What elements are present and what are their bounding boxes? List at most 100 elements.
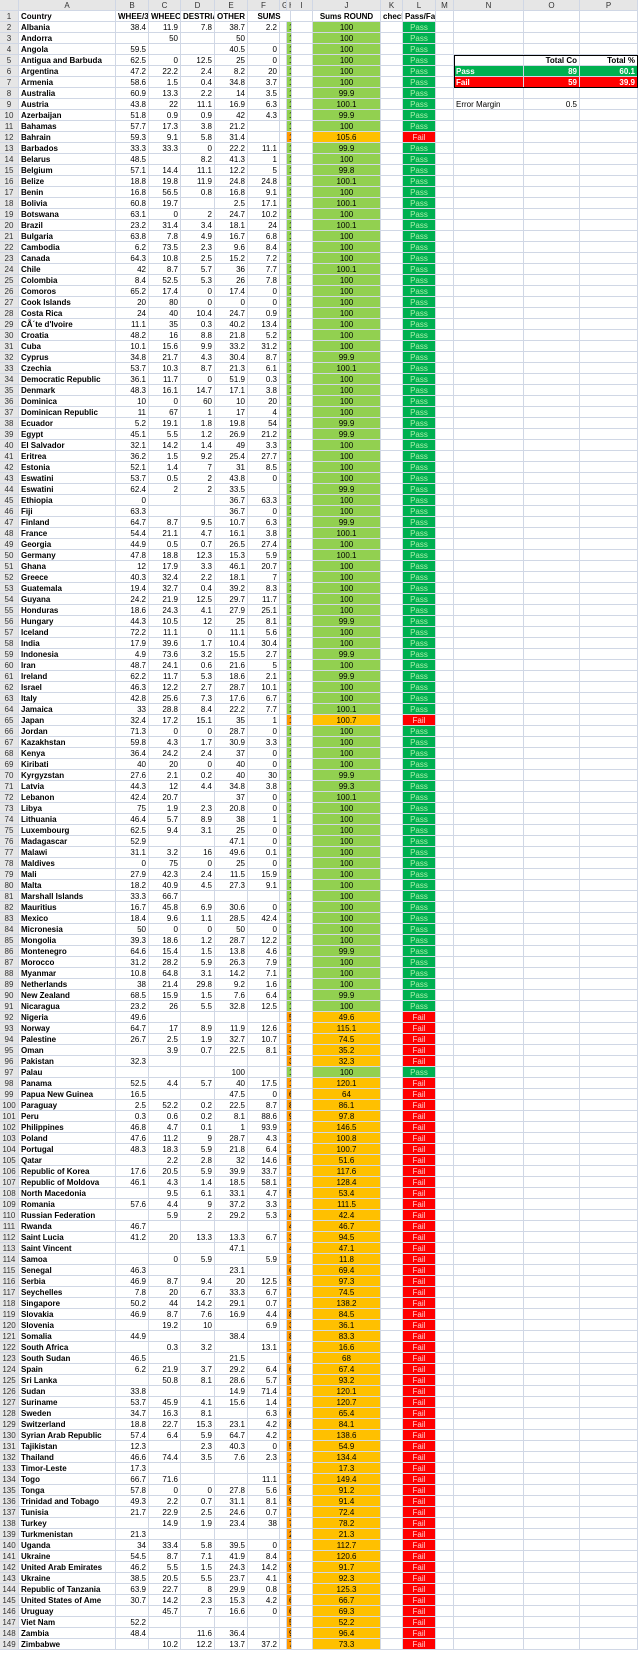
row-number[interactable]: 120 xyxy=(0,1320,19,1331)
empty-cell[interactable] xyxy=(280,319,287,330)
country-cell[interactable]: Eswatini xyxy=(19,473,116,484)
empty-cell[interactable] xyxy=(280,176,287,187)
value-cell[interactable]: 17.9 xyxy=(116,638,149,649)
empty-cell[interactable] xyxy=(280,660,287,671)
empty-cell[interactable] xyxy=(381,1540,403,1551)
empty-cell[interactable] xyxy=(436,583,454,594)
empty-cell[interactable] xyxy=(280,1166,287,1177)
empty-cell[interactable] xyxy=(291,1430,313,1441)
empty-cell[interactable] xyxy=(280,1529,287,1540)
value-cell[interactable]: 34.7 xyxy=(116,1408,149,1419)
column-header[interactable]: G xyxy=(280,0,287,11)
value-cell[interactable] xyxy=(215,1474,248,1485)
empty-cell[interactable] xyxy=(280,1298,287,1309)
empty-cell[interactable] xyxy=(436,44,454,55)
value-cell[interactable]: 0.5 xyxy=(149,473,181,484)
empty-cell[interactable] xyxy=(524,242,580,253)
value-cell[interactable]: 15.3 xyxy=(215,550,248,561)
sums-cell[interactable]: 100 xyxy=(287,726,292,737)
empty-cell[interactable] xyxy=(436,693,454,704)
empty-cell[interactable] xyxy=(454,22,524,33)
row-number[interactable]: 130 xyxy=(0,1430,19,1441)
sums-cell[interactable]: 101 xyxy=(287,715,292,726)
value-cell[interactable]: 17.2 xyxy=(149,715,181,726)
row-number[interactable]: 39 xyxy=(0,429,19,440)
row-number[interactable]: 1 xyxy=(0,11,19,22)
sums-round-cell[interactable]: 46.7 xyxy=(313,1221,381,1232)
empty-cell[interactable] xyxy=(524,1045,580,1056)
sums-round-cell[interactable]: 100 xyxy=(313,869,381,880)
row-number[interactable]: 3 xyxy=(0,33,19,44)
value-cell[interactable]: 13.3 xyxy=(215,1232,248,1243)
value-cell[interactable]: 10.2 xyxy=(149,1639,181,1650)
empty-cell[interactable] xyxy=(454,88,524,99)
empty-cell[interactable] xyxy=(580,1463,638,1474)
pass-fail-cell[interactable]: Fail xyxy=(403,1441,436,1452)
pass-fail-cell[interactable]: Fail xyxy=(403,1485,436,1496)
value-cell[interactable]: 40.5 xyxy=(215,44,248,55)
country-cell[interactable]: Chile xyxy=(19,264,116,275)
sums-round-cell[interactable]: 146.5 xyxy=(313,1122,381,1133)
value-cell[interactable]: 3.8 xyxy=(248,781,280,792)
empty-cell[interactable] xyxy=(291,429,313,440)
sums-cell[interactable]: 42 xyxy=(287,1210,292,1221)
empty-cell[interactable] xyxy=(580,1023,638,1034)
country-cell[interactable]: Barbados xyxy=(19,143,116,154)
value-cell[interactable]: 12.6 xyxy=(248,1023,280,1034)
empty-cell[interactable] xyxy=(580,539,638,550)
value-cell[interactable]: 2.3 xyxy=(181,803,215,814)
empty-cell[interactable] xyxy=(381,506,403,517)
sums-round-cell[interactable]: 100 xyxy=(313,319,381,330)
sums-cell[interactable]: 100 xyxy=(287,506,292,517)
sums-cell[interactable]: 53 xyxy=(287,1188,292,1199)
empty-cell[interactable] xyxy=(291,143,313,154)
empty-cell[interactable] xyxy=(580,110,638,121)
sums-round-cell[interactable]: 100.1 xyxy=(313,704,381,715)
empty-cell[interactable] xyxy=(381,341,403,352)
row-number[interactable]: 106 xyxy=(0,1166,19,1177)
empty-cell[interactable] xyxy=(436,1067,454,1078)
empty-cell[interactable] xyxy=(454,759,524,770)
value-cell[interactable]: 8.2 xyxy=(215,66,248,77)
pass-fail-cell[interactable]: Pass xyxy=(403,660,436,671)
empty-cell[interactable] xyxy=(291,1408,313,1419)
empty-cell[interactable] xyxy=(580,748,638,759)
value-cell[interactable]: 17.9 xyxy=(149,561,181,572)
value-cell[interactable]: 8.1 xyxy=(181,1375,215,1386)
pass-fail-cell[interactable]: Pass xyxy=(403,671,436,682)
empty-cell[interactable] xyxy=(381,1111,403,1122)
empty-cell[interactable] xyxy=(280,473,287,484)
empty-cell[interactable] xyxy=(454,1254,524,1265)
value-cell[interactable] xyxy=(215,1342,248,1353)
empty-cell[interactable] xyxy=(454,913,524,924)
country-cell[interactable]: Saint Lucia xyxy=(19,1232,116,1243)
row-number[interactable]: 22 xyxy=(0,242,19,253)
value-cell[interactable]: 24.7 xyxy=(215,209,248,220)
empty-cell[interactable] xyxy=(291,1606,313,1617)
empty-cell[interactable] xyxy=(280,737,287,748)
country-cell[interactable]: Belarus xyxy=(19,154,116,165)
empty-cell[interactable] xyxy=(291,1023,313,1034)
empty-cell[interactable] xyxy=(291,11,313,22)
value-cell[interactable]: 7.7 xyxy=(248,264,280,275)
empty-cell[interactable] xyxy=(436,352,454,363)
value-cell[interactable]: 21.4 xyxy=(149,979,181,990)
sums-round-cell[interactable]: 100 xyxy=(313,726,381,737)
value-cell[interactable]: 15.2 xyxy=(215,253,248,264)
empty-cell[interactable] xyxy=(381,781,403,792)
empty-cell[interactable] xyxy=(291,924,313,935)
pass-fail-cell[interactable]: Pass xyxy=(403,308,436,319)
empty-cell[interactable] xyxy=(381,1507,403,1518)
empty-cell[interactable] xyxy=(454,352,524,363)
empty-cell[interactable] xyxy=(381,1639,403,1650)
value-cell[interactable]: 22.9 xyxy=(149,1507,181,1518)
value-cell[interactable]: 0 xyxy=(248,924,280,935)
empty-cell[interactable] xyxy=(436,275,454,286)
row-number[interactable]: 135 xyxy=(0,1485,19,1496)
empty-cell[interactable] xyxy=(454,649,524,660)
value-cell[interactable]: 7 xyxy=(181,462,215,473)
empty-cell[interactable] xyxy=(381,220,403,231)
empty-cell[interactable] xyxy=(291,935,313,946)
empty-cell[interactable] xyxy=(436,1155,454,1166)
value-cell[interactable]: 0 xyxy=(116,858,149,869)
